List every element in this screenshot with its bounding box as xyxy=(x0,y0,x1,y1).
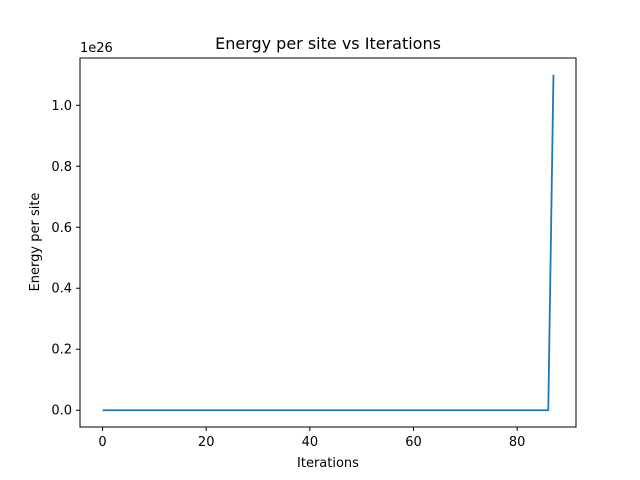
x-tick-label: 40 xyxy=(302,435,319,450)
y-tick-label: 0.2 xyxy=(51,343,72,358)
x-tick-label: 20 xyxy=(198,435,215,450)
plot-area: 0 20 40 60 80 0.0 0.2 0.4 0.6 0.8 1.0 xyxy=(51,57,577,450)
y-tick-label: 0.8 xyxy=(51,160,72,175)
y-tick-label: 0.6 xyxy=(51,221,72,236)
x-tick-label: 80 xyxy=(509,435,526,450)
x-tick-label: 0 xyxy=(98,435,106,450)
x-axis-label: Iterations xyxy=(297,456,359,471)
plot-frame xyxy=(79,57,577,428)
y-tick-label: 1.0 xyxy=(51,99,72,114)
y-offset-label: 1e26 xyxy=(80,41,113,56)
chart-title: Energy per site vs Iterations xyxy=(215,34,441,53)
series-line-0 xyxy=(102,74,555,412)
x-tick-label: 60 xyxy=(405,435,422,450)
y-tick-label: 0.4 xyxy=(51,282,72,297)
y-axis-label: Energy per site xyxy=(28,193,43,292)
y-tick-label: 0.0 xyxy=(51,404,72,419)
